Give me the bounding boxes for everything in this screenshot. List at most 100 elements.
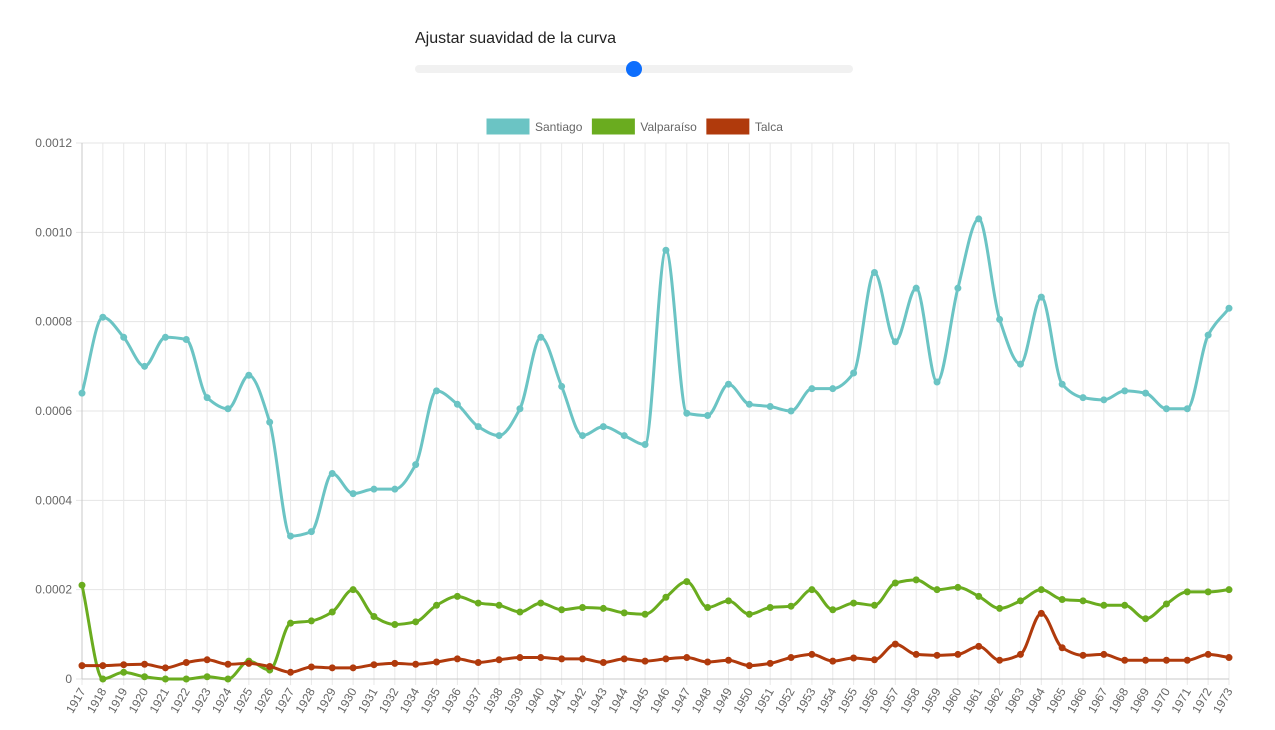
data-point xyxy=(99,675,107,683)
data-point xyxy=(516,654,524,662)
data-point xyxy=(370,661,378,669)
data-point xyxy=(933,586,941,594)
data-point xyxy=(933,651,941,659)
data-point xyxy=(808,385,816,393)
data-point xyxy=(829,657,837,665)
data-point xyxy=(912,284,920,292)
data-point xyxy=(99,313,107,321)
legend-item-1: Santiago xyxy=(486,118,583,135)
data-point xyxy=(245,371,253,379)
data-point xyxy=(1016,360,1024,368)
data-point xyxy=(453,592,461,600)
y-tick-label: 0.0004 xyxy=(35,493,72,507)
data-point xyxy=(537,599,545,607)
x-tick-label: 1922 xyxy=(167,685,193,715)
x-tick-label: 1960 xyxy=(939,685,965,715)
legend-swatch xyxy=(591,118,635,135)
x-tick-label: 1929 xyxy=(313,685,339,715)
data-point xyxy=(891,640,899,648)
data-point xyxy=(433,658,441,666)
y-tick-label: 0.0010 xyxy=(35,225,72,239)
data-point xyxy=(975,592,983,600)
data-point xyxy=(1100,396,1108,404)
data-point xyxy=(412,618,420,626)
data-point xyxy=(850,599,858,607)
x-tick-label: 1940 xyxy=(522,685,548,715)
data-point xyxy=(203,673,211,681)
data-point xyxy=(1079,651,1087,659)
x-tick-label: 1949 xyxy=(710,685,736,715)
data-point xyxy=(1121,387,1129,395)
data-point xyxy=(516,608,524,616)
data-point xyxy=(579,432,587,440)
data-point xyxy=(1225,654,1233,662)
grid xyxy=(76,142,1230,685)
data-point xyxy=(328,664,336,672)
data-point xyxy=(1121,601,1129,609)
x-tick-label: 1952 xyxy=(772,685,798,715)
x-tick-label: 1951 xyxy=(751,685,777,715)
data-point xyxy=(620,655,628,663)
data-point xyxy=(1058,380,1066,388)
x-tick-label: 1955 xyxy=(835,685,861,715)
data-point xyxy=(996,604,1004,612)
legend: Santiago Valparaíso Talca xyxy=(486,118,783,135)
data-point xyxy=(495,601,503,609)
data-point xyxy=(662,655,670,663)
data-point xyxy=(662,246,670,254)
data-point xyxy=(1225,304,1233,312)
data-point xyxy=(787,602,795,610)
data-point xyxy=(349,664,357,672)
data-point xyxy=(412,461,420,469)
data-point xyxy=(662,593,670,601)
data-point xyxy=(1037,586,1045,594)
data-point xyxy=(620,432,628,440)
data-point xyxy=(1079,597,1087,605)
data-point xyxy=(433,601,441,609)
x-tick-label: 1954 xyxy=(814,685,840,715)
data-point xyxy=(641,610,649,618)
data-point xyxy=(391,485,399,493)
data-point xyxy=(495,656,503,664)
data-point xyxy=(1121,656,1129,664)
x-tick-label: 1944 xyxy=(605,685,631,715)
data-point xyxy=(141,660,149,668)
data-point xyxy=(349,586,357,594)
data-point xyxy=(120,333,128,341)
data-point xyxy=(954,650,962,658)
data-point xyxy=(287,668,295,676)
data-point xyxy=(120,668,128,676)
series-3 xyxy=(78,609,1233,676)
data-point xyxy=(182,675,190,683)
data-point xyxy=(391,659,399,667)
data-point xyxy=(1058,595,1066,603)
x-tick-label: 1950 xyxy=(730,685,756,715)
data-point xyxy=(683,409,691,417)
axes: 0.00120.00100.00080.00060.00040.00020191… xyxy=(35,136,1235,716)
data-point xyxy=(954,284,962,292)
y-tick-label: 0.0012 xyxy=(35,136,72,150)
x-tick-label: 1939 xyxy=(501,685,527,715)
data-point xyxy=(558,606,566,614)
data-point xyxy=(1183,656,1191,664)
x-tick-label: 1943 xyxy=(584,685,610,715)
x-tick-label: 1964 xyxy=(1022,685,1048,715)
data-point xyxy=(870,269,878,277)
data-point xyxy=(1162,600,1170,608)
data-point xyxy=(683,654,691,662)
x-tick-label: 1918 xyxy=(84,685,110,715)
smoothing-slider-thumb[interactable] xyxy=(626,61,642,77)
data-point xyxy=(1183,588,1191,596)
x-tick-label: 1923 xyxy=(188,685,214,715)
y-tick-label: 0.0002 xyxy=(35,583,72,597)
data-point xyxy=(975,215,983,223)
data-point xyxy=(224,405,232,413)
data-point xyxy=(870,656,878,664)
x-tick-label: 1938 xyxy=(480,685,506,715)
data-point xyxy=(182,336,190,344)
data-point xyxy=(912,576,920,584)
x-tick-label: 1958 xyxy=(897,685,923,715)
data-point xyxy=(370,485,378,493)
data-point xyxy=(453,655,461,663)
x-tick-label: 1936 xyxy=(439,685,465,715)
